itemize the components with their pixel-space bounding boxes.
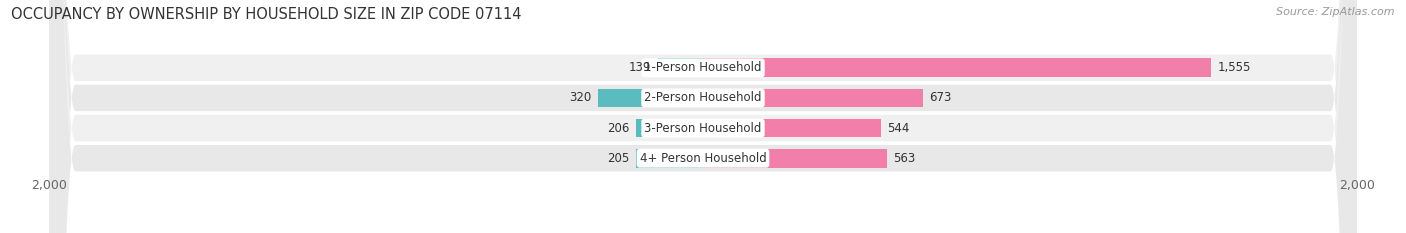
FancyBboxPatch shape [658,58,703,77]
Text: 1,555: 1,555 [1218,61,1251,74]
FancyBboxPatch shape [599,89,703,107]
Text: Source: ZipAtlas.com: Source: ZipAtlas.com [1277,7,1395,17]
Text: 3-Person Household: 3-Person Household [644,122,762,135]
Text: 139: 139 [628,61,651,74]
FancyBboxPatch shape [49,0,1357,233]
FancyBboxPatch shape [703,149,887,168]
FancyBboxPatch shape [636,119,703,137]
Text: 320: 320 [569,91,592,104]
Text: 544: 544 [887,122,910,135]
FancyBboxPatch shape [636,149,703,168]
Text: 4+ Person Household: 4+ Person Household [640,152,766,165]
FancyBboxPatch shape [49,0,1357,233]
Text: 2-Person Household: 2-Person Household [644,91,762,104]
Text: OCCUPANCY BY OWNERSHIP BY HOUSEHOLD SIZE IN ZIP CODE 07114: OCCUPANCY BY OWNERSHIP BY HOUSEHOLD SIZE… [11,7,522,22]
FancyBboxPatch shape [703,119,880,137]
Text: 205: 205 [607,152,630,165]
Text: 563: 563 [894,152,915,165]
Text: 673: 673 [929,91,952,104]
Text: 206: 206 [607,122,628,135]
FancyBboxPatch shape [703,89,922,107]
FancyBboxPatch shape [49,0,1357,233]
Text: 1-Person Household: 1-Person Household [644,61,762,74]
FancyBboxPatch shape [49,0,1357,233]
FancyBboxPatch shape [703,58,1212,77]
